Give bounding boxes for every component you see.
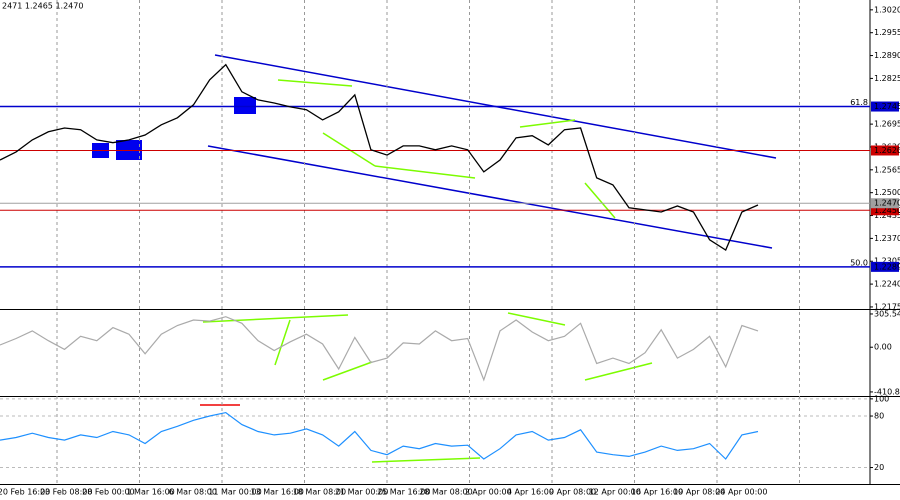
y-tick-label: 100 [874,394,889,403]
level-name: 50.0 [850,258,868,267]
y-tick-label: 1.2370 [874,234,900,243]
y-tick-label: 1.3020 [874,5,900,14]
divergence-line [274,319,291,366]
channel-line [207,145,773,249]
level-name: 61.8 [850,98,868,107]
x-tick-label: 16 Apr 16:00 [631,488,683,497]
y-tick-label: 1.2240 [874,280,900,289]
y-tick-label: 20 [874,463,884,472]
y-tick-label: 80 [874,412,884,421]
level-tag [871,101,899,112]
y-tick-label: 1.2500 [874,188,900,197]
annotations [56,0,800,484]
x-tick-label: 20 Feb 16:00 [0,488,50,497]
x-tick-label: 6 Mar 08:00 [169,488,217,497]
separators [0,0,900,485]
y-tick-label: 1.2955 [874,28,900,37]
level-tag [871,145,899,156]
y-tick-label: 0.00 [874,343,892,352]
x-tick-label: 21 Mar 00:00 [335,488,388,497]
x-tick-label: 28 Mar 08:00 [419,488,472,497]
level-price: 1.2289 [874,262,900,271]
y-tick-label: 305.5401 [874,309,900,318]
level-price: 1.2620 [874,146,900,155]
divergence-line [584,362,653,381]
series-line [0,316,759,382]
x-tick-label: 23 Feb 08:00 [40,488,92,497]
divergence-line [519,119,576,128]
divergence-line [371,457,481,463]
x-tick-label: 2 Apr 00:00 [465,488,512,497]
divergence-line [322,132,376,167]
x-tick-label: 11 Mar 00:00 [208,488,261,497]
level-tag [871,261,899,272]
chart-title: 2471 1.2465 1.2470 [2,2,83,11]
level-price: 1.2450 [874,206,900,215]
y-tick-label: 1.2435 [874,211,900,220]
divergence-line [277,79,353,87]
divergence-line [584,182,616,219]
divergence-line [374,165,476,179]
series-line [0,63,759,251]
y-tick-label: 1.2695 [874,120,900,129]
series-line [0,411,759,460]
x-tick-label: 25 Mar 16:00 [377,488,430,497]
x-tick-label: 1 Mar 16:00 [126,488,174,497]
y-tick-label: 1.2565 [874,165,900,174]
y-tick-label: 1.2825 [874,74,900,83]
zone-box [234,97,256,114]
x-tick-label: 4 Apr 16:00 [507,488,554,497]
x-tick-label: 12 Apr 00:00 [589,488,641,497]
level-tag [871,205,899,216]
y-tick-label: -410.803 [874,387,900,396]
y-tick-label: 1.2890 [874,51,900,60]
divergence-line [202,314,349,323]
level-price: 1.2470 [874,199,900,208]
level-price: 1.2745 [874,102,900,111]
divergence-line [507,312,566,326]
level-tag [871,198,899,209]
divergence-line [322,361,373,381]
x-tick-label: 13 Mar 16:00 [250,488,303,497]
x-tick-label: 19 Apr 08:00 [673,488,725,497]
x-tick-label: 9 Apr 08:00 [549,488,596,497]
x-tick-label: 24 Apr 00:00 [715,488,767,497]
x-tick-label: 18 Mar 08:00 [293,488,346,497]
x-tick-label: 28 Feb 00:00 [82,488,134,497]
y-tick-label: 1.2175 [874,302,900,311]
y-tick-label: 1.2305 [874,257,900,266]
